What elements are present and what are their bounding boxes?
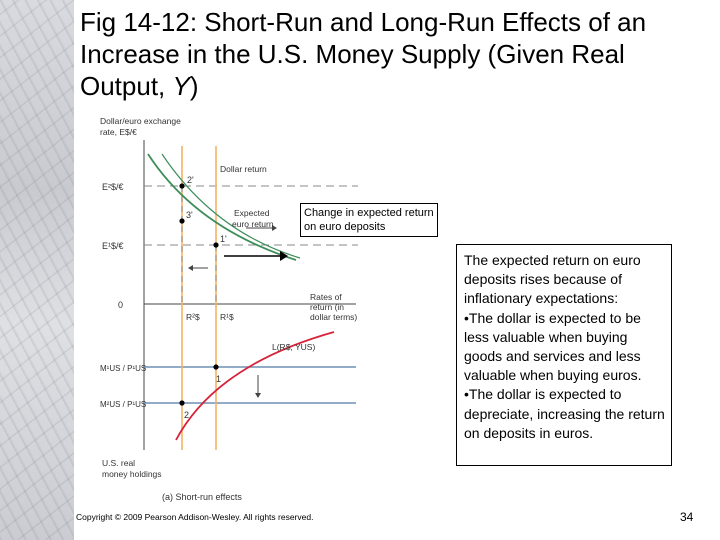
m1-label: M¹US / P¹US (100, 364, 146, 373)
r2-label: R²$ (186, 312, 200, 322)
x-axis-label-line1: U.S. real (102, 458, 135, 468)
point-2-marker (179, 400, 185, 406)
rates-of-return-label-1: Rates of (310, 292, 342, 302)
e1-label: E¹$/€ (102, 241, 124, 251)
shift-right-arrowhead (272, 225, 277, 231)
marble-border (0, 0, 74, 540)
point-2-prime-marker (179, 183, 185, 189)
point-1-prime-marker (213, 242, 219, 248)
point-3-prime-marker (179, 218, 185, 224)
point-2-label: 2 (184, 410, 189, 420)
point-2-prime-label: 2' (187, 175, 194, 185)
expected-return-label-1: Expected (234, 208, 270, 218)
rates-of-return-label-2: return (in (310, 302, 344, 312)
explanation-box: The expected return on euro deposits ris… (456, 244, 672, 466)
explanation-bullet-2: •The dollar is expected to depreciate, i… (464, 386, 665, 441)
point-1-marker (213, 364, 219, 370)
explanation-intro: The expected return on euro deposits ris… (464, 252, 641, 307)
y-axis-label-line2: rate, E$/€ (100, 127, 137, 137)
r1-label: R¹$ (220, 312, 234, 322)
zero-label: 0 (118, 300, 123, 310)
money-demand-label: L(R$, YUS) (272, 342, 315, 352)
point-1-label: 1 (216, 374, 221, 384)
page-number: 34 (680, 510, 694, 524)
diagram-caption: (a) Short-run effects (162, 492, 242, 502)
expected-euro-return-curve-original (147, 153, 297, 261)
dollar-return-label: Dollar return (220, 164, 267, 174)
callout-box: Change in expected return on euro deposi… (300, 203, 438, 237)
shift-down-arrowhead (255, 393, 261, 398)
copyright-notice: Copyright © 2009 Pearson Addison-Wesley.… (76, 512, 314, 522)
e2-label: E²$/€ (102, 182, 124, 192)
expected-euro-return-curve-shifted (161, 153, 301, 259)
return-shift-arrowhead (280, 251, 288, 261)
explanation-bullet-1: •The dollar is expected to be less valua… (464, 309, 642, 384)
expected-return-label-2: euro return (232, 219, 274, 229)
money-demand-curve (175, 331, 335, 441)
m2-label: M²US / P¹US (100, 400, 146, 409)
slide-title: Fig 14-12: Short-Run and Long-Run Effect… (80, 7, 647, 101)
shift-left-arrowhead (188, 265, 193, 271)
y-axis-label-line1: Dollar/euro exchange (100, 116, 181, 126)
exchange-rate-diagram: Dollar/euro exchange rate, E$/€ 2' 3' 1'… (100, 116, 358, 502)
rates-of-return-label-3: dollar terms) (310, 312, 357, 322)
point-3-prime-label: 3' (186, 210, 193, 220)
x-axis-label-line2: money holdings (102, 469, 162, 479)
point-1-prime-label: 1' (220, 234, 227, 244)
